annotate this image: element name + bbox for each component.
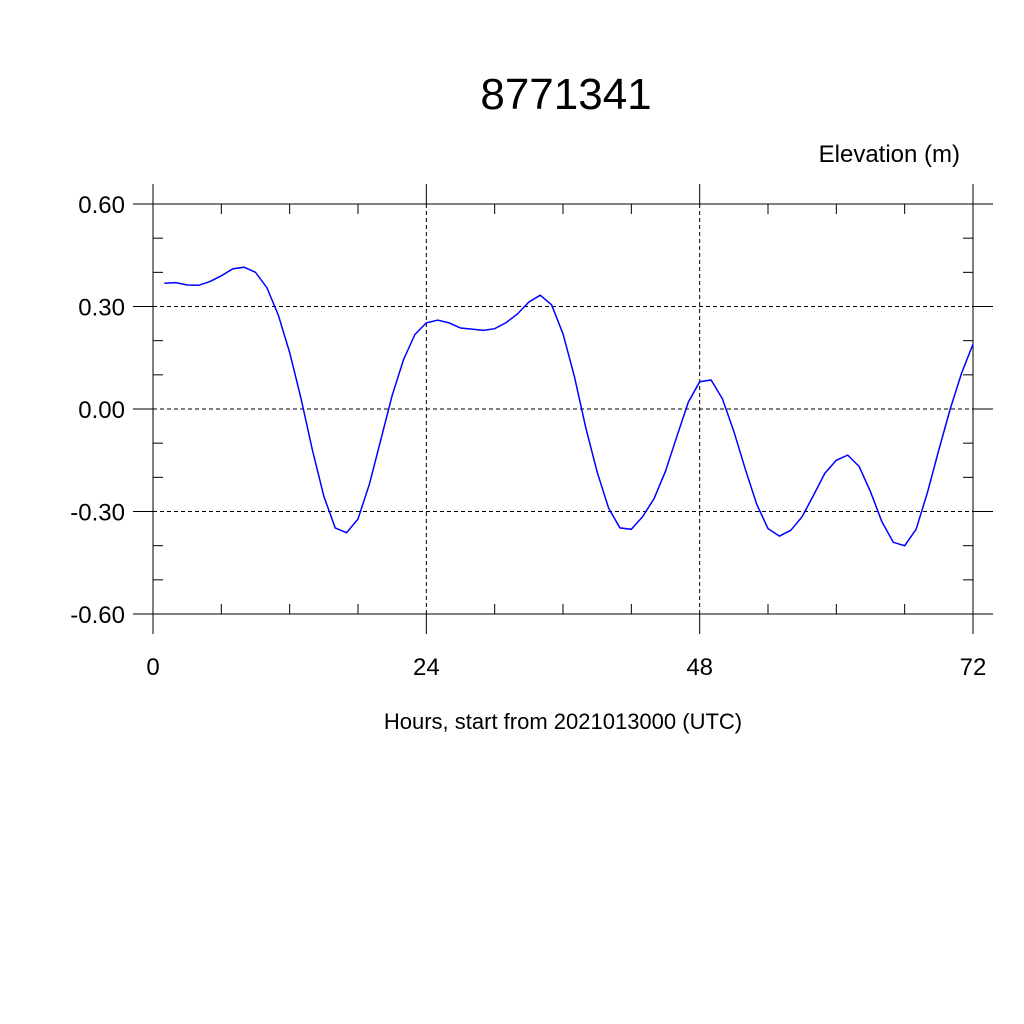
grid-lines — [152, 203, 974, 615]
x-tick-labels: 0 24 48 72 — [146, 654, 986, 681]
series-line — [164, 266, 974, 547]
x-tick-label: 24 — [413, 654, 440, 681]
series-layer — [164, 266, 974, 547]
y-tick-labels: 0.60 0.30 0.00 -0.30 -0.60 — [70, 192, 125, 629]
plot-frame — [152, 203, 974, 615]
chart-title: 8771341 — [480, 70, 651, 119]
y-tick-label: 0.30 — [78, 295, 125, 322]
y-tick-label: -0.60 — [70, 602, 125, 629]
x-tick-label: 48 — [686, 654, 713, 681]
x-axis-label: Hours, start from 2021013000 (UTC) — [384, 709, 742, 734]
major-ticks — [133, 184, 993, 634]
x-tick-label: 0 — [146, 654, 159, 681]
y-tick-label: -0.30 — [70, 500, 125, 527]
y-tick-label: 0.00 — [78, 397, 125, 424]
y-tick-label: 0.60 — [78, 192, 125, 219]
y-axis-label: Elevation (m) — [819, 141, 960, 168]
x-tick-label: 72 — [960, 654, 987, 681]
minor-ticks — [153, 204, 973, 614]
